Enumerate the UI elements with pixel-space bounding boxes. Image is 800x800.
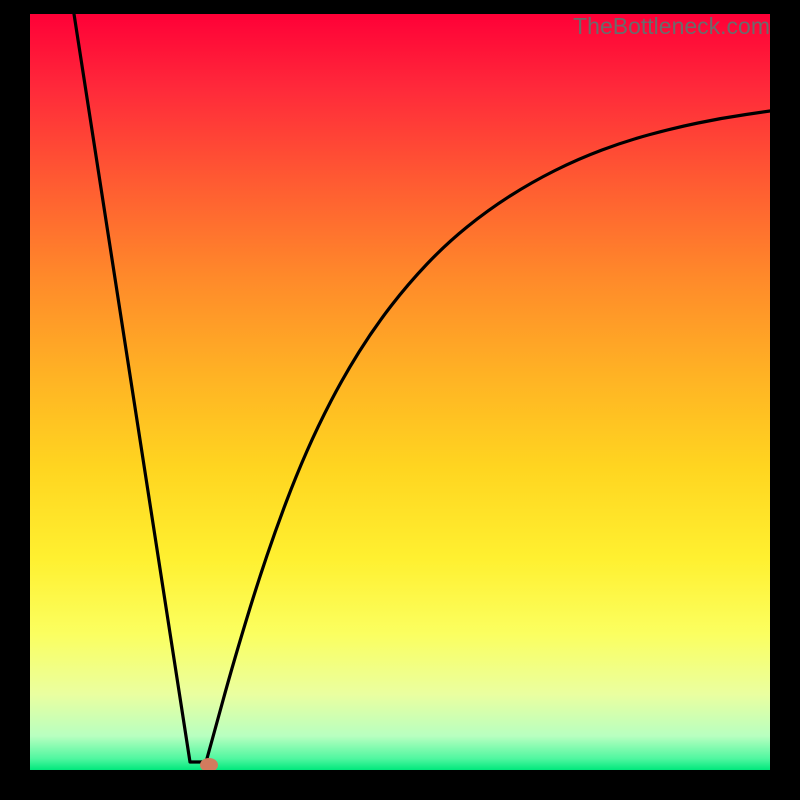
optimum-marker-icon [200, 758, 218, 770]
frame-right [770, 0, 800, 800]
frame-left [0, 0, 30, 800]
frame-bottom [0, 770, 800, 800]
chart-svg [30, 14, 770, 770]
bottleneck-curve [74, 14, 770, 762]
frame-top [0, 0, 800, 14]
plot-area [30, 14, 770, 770]
watermark-text: TheBottleneck.com [573, 13, 770, 40]
